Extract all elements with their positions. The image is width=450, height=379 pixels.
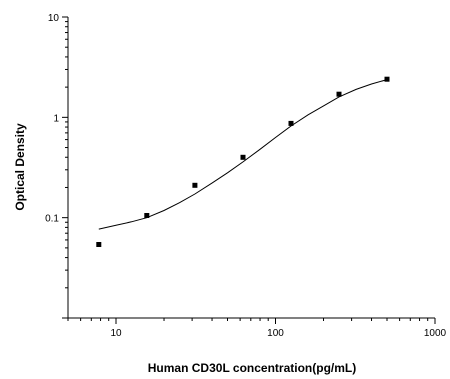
data-point [192,182,198,188]
y-tick-label: 0.1 [45,214,59,225]
data-point [384,76,390,82]
x-axis-title: Human CD30L concentration(pg/mL) [148,361,356,375]
x-tick-label: 1000 [424,328,447,339]
data-point [144,213,150,218]
plot-area: 0.1 1 10 10 100 1000 [45,13,446,339]
y-tick-label: 1 [53,113,59,124]
data-points [96,76,390,247]
y-tick-label: 10 [48,13,60,24]
data-point [288,120,294,126]
fit-curve-line [98,79,388,230]
x-tick-label: 100 [267,328,284,339]
data-point [96,242,102,247]
y-axis-title: Optical Density [13,123,27,211]
y-axis-ticks: 0.1 1 10 [45,13,68,319]
x-axis-ticks: 10 100 1000 [67,318,447,339]
data-point [240,154,246,160]
x-tick-label: 10 [110,328,122,339]
data-point [336,91,342,97]
